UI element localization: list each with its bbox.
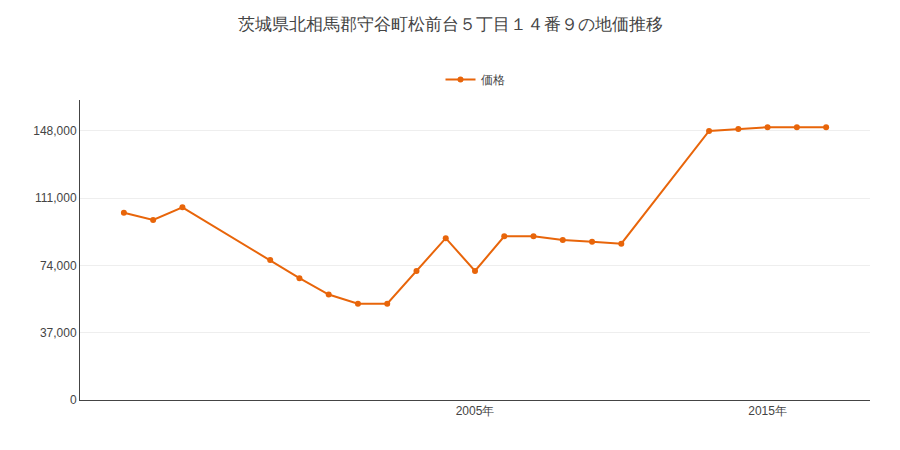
svg-text:74,000: 74,000: [40, 259, 77, 273]
svg-text:茨城県北相馬郡守谷町松前台５丁目１４番９の地価推移: 茨城県北相馬郡守谷町松前台５丁目１４番９の地価推移: [238, 15, 663, 34]
svg-text:0: 0: [70, 393, 77, 407]
svg-text:価格: 価格: [481, 73, 505, 87]
svg-text:2005年: 2005年: [456, 404, 495, 418]
svg-text:37,000: 37,000: [40, 326, 77, 340]
svg-text:111,000: 111,000: [35, 191, 77, 205]
svg-text:2015年: 2015年: [748, 404, 787, 418]
svg-text:148,000: 148,000: [33, 124, 77, 138]
